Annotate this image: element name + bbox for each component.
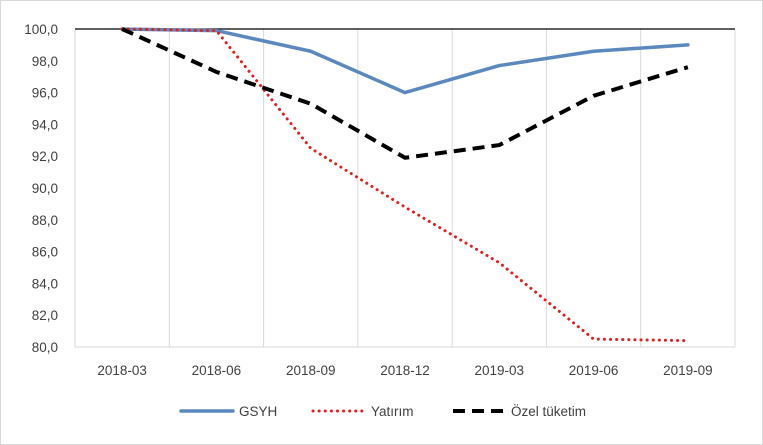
grid-lines — [74, 28, 736, 348]
x-tick-label: 2019-03 — [475, 363, 525, 378]
y-tick-label: 84,0 — [32, 276, 58, 291]
x-axis-ticks: 2018-03 2018-06 2018-09 2018-12 2019-03 2019-… — [97, 363, 712, 378]
x-tick-label: 2019-06 — [569, 363, 619, 378]
y-tick-label: 88,0 — [32, 213, 58, 228]
y-tick-label: 96,0 — [32, 86, 58, 101]
series-line--zel-t-ketim — [121, 27, 689, 160]
legend-label: Özel tüketim — [511, 404, 586, 419]
legend-label: GSYH — [239, 404, 277, 419]
x-tick-label: 2018-03 — [97, 363, 147, 378]
x-tick-label: 2018-06 — [192, 363, 242, 378]
x-tick-label: 2018-12 — [380, 363, 430, 378]
y-tick-label: 94,0 — [32, 117, 58, 132]
y-tick-label: 82,0 — [32, 308, 58, 323]
y-tick-label: 100,0 — [24, 22, 58, 37]
y-tick-label: 86,0 — [32, 245, 58, 260]
x-tick-label: 2018-09 — [286, 363, 336, 378]
series-lines — [120, 27, 690, 343]
y-tick-label: 92,0 — [32, 149, 58, 164]
y-tick-label: 80,0 — [32, 340, 58, 355]
x-tick-label: 2019-09 — [663, 363, 713, 378]
series-line-gsyh — [120, 27, 690, 95]
legend: GSYH Yatırım Özel tüketim — [179, 404, 586, 419]
legend-label: Yatırım — [371, 404, 414, 419]
y-tick-label: 90,0 — [32, 181, 58, 196]
y-tick-label: 98,0 — [32, 54, 58, 69]
series-line-yat-r-m — [120, 27, 690, 343]
y-axis-ticks: 80,0 82,0 84,0 86,0 88,0 90,0 92,0 94,0 96,0 98,0… — [24, 22, 58, 355]
